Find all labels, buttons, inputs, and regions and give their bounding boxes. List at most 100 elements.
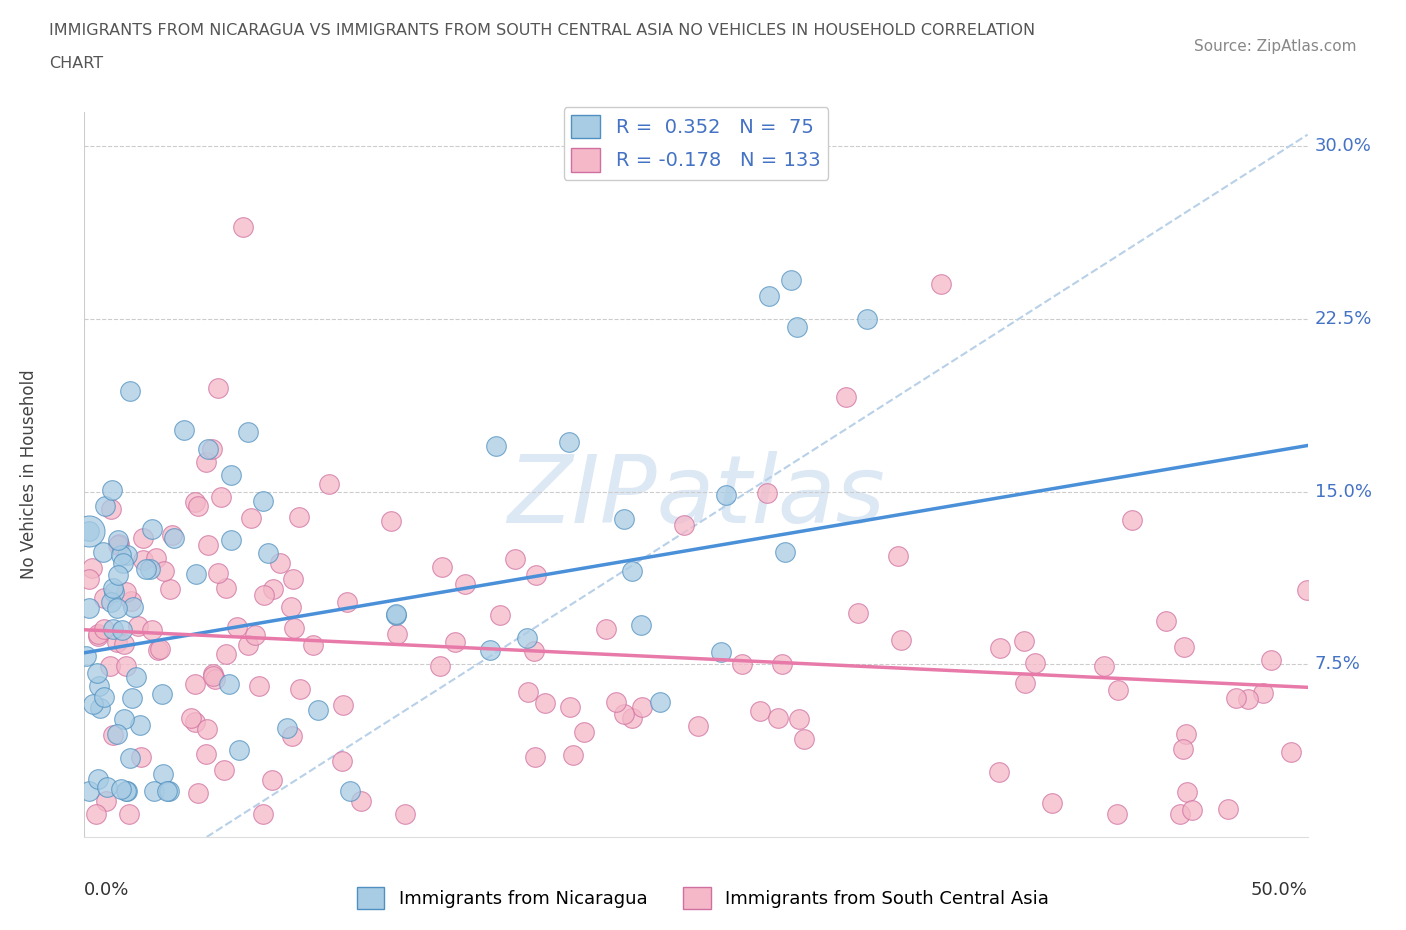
Point: [283, 572, 305, 587]
Point: [686, 719, 709, 734]
Point: [484, 438, 506, 453]
Point: [336, 594, 359, 609]
Point: [1121, 512, 1143, 527]
Point: [856, 312, 879, 326]
Point: [890, 632, 912, 647]
Point: [384, 606, 406, 621]
Point: [516, 631, 538, 645]
Point: [276, 721, 298, 736]
Point: [221, 532, 243, 547]
Point: [430, 560, 453, 575]
Legend: R =  0.352   N =  75, R = -0.178   N = 133: R = 0.352 N = 75, R = -0.178 N = 133: [564, 107, 828, 179]
Point: [100, 594, 122, 609]
Point: [429, 658, 451, 673]
Point: [787, 711, 810, 726]
Point: [1279, 745, 1302, 760]
Point: [112, 637, 135, 652]
Point: [523, 644, 546, 658]
Point: [141, 522, 163, 537]
Point: [454, 577, 477, 591]
Point: [201, 441, 224, 456]
Point: [1251, 685, 1274, 700]
Point: [180, 711, 202, 725]
Text: ZIPatlas: ZIPatlas: [508, 450, 884, 541]
Point: [710, 644, 733, 659]
Point: [766, 711, 789, 725]
Point: [793, 731, 815, 746]
Point: [183, 495, 205, 510]
Point: [631, 699, 654, 714]
Point: [1174, 726, 1197, 741]
Point: [1171, 742, 1194, 757]
Point: [621, 711, 644, 725]
Point: [621, 564, 644, 578]
Point: [236, 638, 259, 653]
Point: [283, 621, 305, 636]
Point: [562, 748, 585, 763]
Point: [110, 782, 132, 797]
Point: [236, 424, 259, 439]
Point: [204, 671, 226, 686]
Point: [1012, 633, 1035, 648]
Point: [288, 510, 311, 525]
Point: [834, 390, 856, 405]
Point: [534, 696, 557, 711]
Point: [79, 572, 101, 587]
Point: [1168, 806, 1191, 821]
Point: [122, 600, 145, 615]
Point: [186, 786, 208, 801]
Point: [115, 783, 138, 798]
Point: [786, 319, 808, 334]
Point: [650, 695, 672, 710]
Point: [848, 606, 870, 621]
Text: IMMIGRANTS FROM NICARAGUA VS IMMIGRANTS FROM SOUTH CENTRAL ASIA NO VEHICLES IN H: IMMIGRANTS FROM NICARAGUA VS IMMIGRANTS …: [49, 23, 1035, 38]
Point: [523, 750, 546, 764]
Point: [105, 727, 128, 742]
Point: [318, 476, 340, 491]
Point: [156, 783, 179, 798]
Point: [1107, 806, 1129, 821]
Point: [112, 712, 135, 727]
Point: [105, 634, 128, 649]
Point: [249, 678, 271, 693]
Point: [330, 754, 353, 769]
Legend: Immigrants from Nicaragua, Immigrants from South Central Asia: Immigrants from Nicaragua, Immigrants fr…: [350, 880, 1056, 916]
Point: [108, 536, 131, 551]
Point: [93, 545, 115, 560]
Point: [87, 772, 110, 787]
Point: [1107, 683, 1129, 698]
Point: [107, 532, 129, 547]
Point: [558, 434, 581, 449]
Point: [260, 773, 283, 788]
Text: 50.0%: 50.0%: [1251, 881, 1308, 898]
Point: [194, 454, 217, 469]
Point: [184, 567, 207, 582]
Point: [149, 642, 172, 657]
Point: [77, 524, 100, 538]
Point: [1173, 639, 1195, 654]
Text: 7.5%: 7.5%: [1315, 656, 1361, 673]
Point: [87, 627, 110, 642]
Point: [1024, 656, 1046, 671]
Point: [101, 581, 124, 596]
Point: [118, 806, 141, 821]
Point: [139, 562, 162, 577]
Point: [219, 468, 242, 483]
Text: 22.5%: 22.5%: [1315, 310, 1372, 328]
Point: [489, 607, 512, 622]
Point: [197, 538, 219, 552]
Point: [201, 669, 224, 684]
Point: [121, 691, 143, 706]
Point: [77, 601, 100, 616]
Point: [613, 707, 636, 722]
Point: [280, 599, 302, 614]
Text: No Vehicles in Household: No Vehicles in Household: [20, 369, 38, 579]
Point: [87, 629, 110, 644]
Point: [86, 665, 108, 680]
Point: [503, 552, 526, 567]
Point: [770, 657, 793, 671]
Point: [159, 581, 181, 596]
Point: [141, 622, 163, 637]
Point: [731, 657, 754, 671]
Text: Source: ZipAtlas.com: Source: ZipAtlas.com: [1194, 39, 1357, 54]
